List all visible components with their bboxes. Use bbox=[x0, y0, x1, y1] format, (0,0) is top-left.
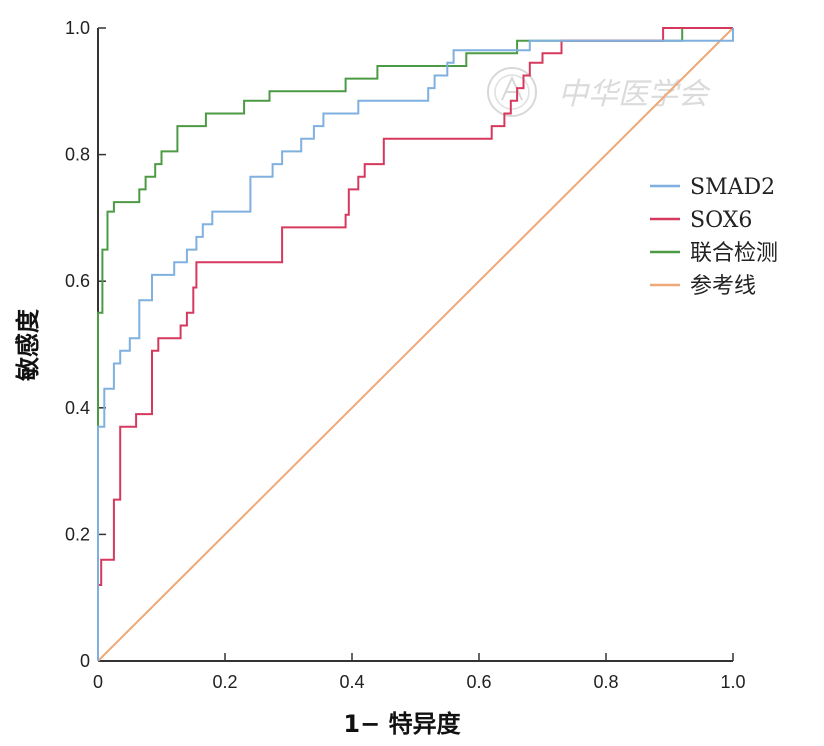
legend-label: 联合检测 bbox=[690, 241, 778, 266]
watermark-text: 中华医学会 bbox=[558, 77, 711, 112]
y-tick-label: 0 bbox=[80, 651, 90, 671]
watermark-seal-icon bbox=[487, 67, 537, 117]
legend-label: SOX6 bbox=[690, 208, 752, 233]
legend-label: SMAD2 bbox=[690, 175, 775, 200]
y-tick-label: 0.6 bbox=[65, 271, 90, 291]
series-line-3 bbox=[97, 27, 733, 661]
legend-label: 参考线 bbox=[690, 274, 756, 299]
x-tick-label: 0.4 bbox=[339, 672, 364, 692]
x-tick-label: 0.8 bbox=[593, 672, 618, 692]
x-tick-label: 0.2 bbox=[212, 672, 237, 692]
x-tick-label: 1.0 bbox=[720, 672, 745, 692]
x-tick-label: 0.6 bbox=[466, 672, 491, 692]
y-tick-label: 0.4 bbox=[65, 398, 90, 418]
y-tick-label: 0.8 bbox=[65, 145, 90, 165]
y-tick-label: 0.2 bbox=[65, 524, 90, 544]
y-axis-title: 敏感度 bbox=[14, 308, 42, 382]
series-line-2 bbox=[97, 27, 733, 661]
x-axis-title: 1− 特异度 bbox=[343, 710, 461, 738]
x-tick-label: 0 bbox=[93, 672, 103, 692]
series-line-4 bbox=[97, 27, 734, 662]
x-ticks: 0 0.2 0.4 0.6 0.8 1.0 bbox=[93, 653, 746, 692]
series-layer bbox=[97, 27, 734, 662]
series-line-1 bbox=[97, 28, 734, 661]
y-tick-label: 1.0 bbox=[65, 18, 90, 38]
y-ticks: 0 0.2 0.4 0.6 0.8 1.0 bbox=[65, 18, 106, 671]
watermark: 中华医学会 bbox=[487, 67, 711, 117]
